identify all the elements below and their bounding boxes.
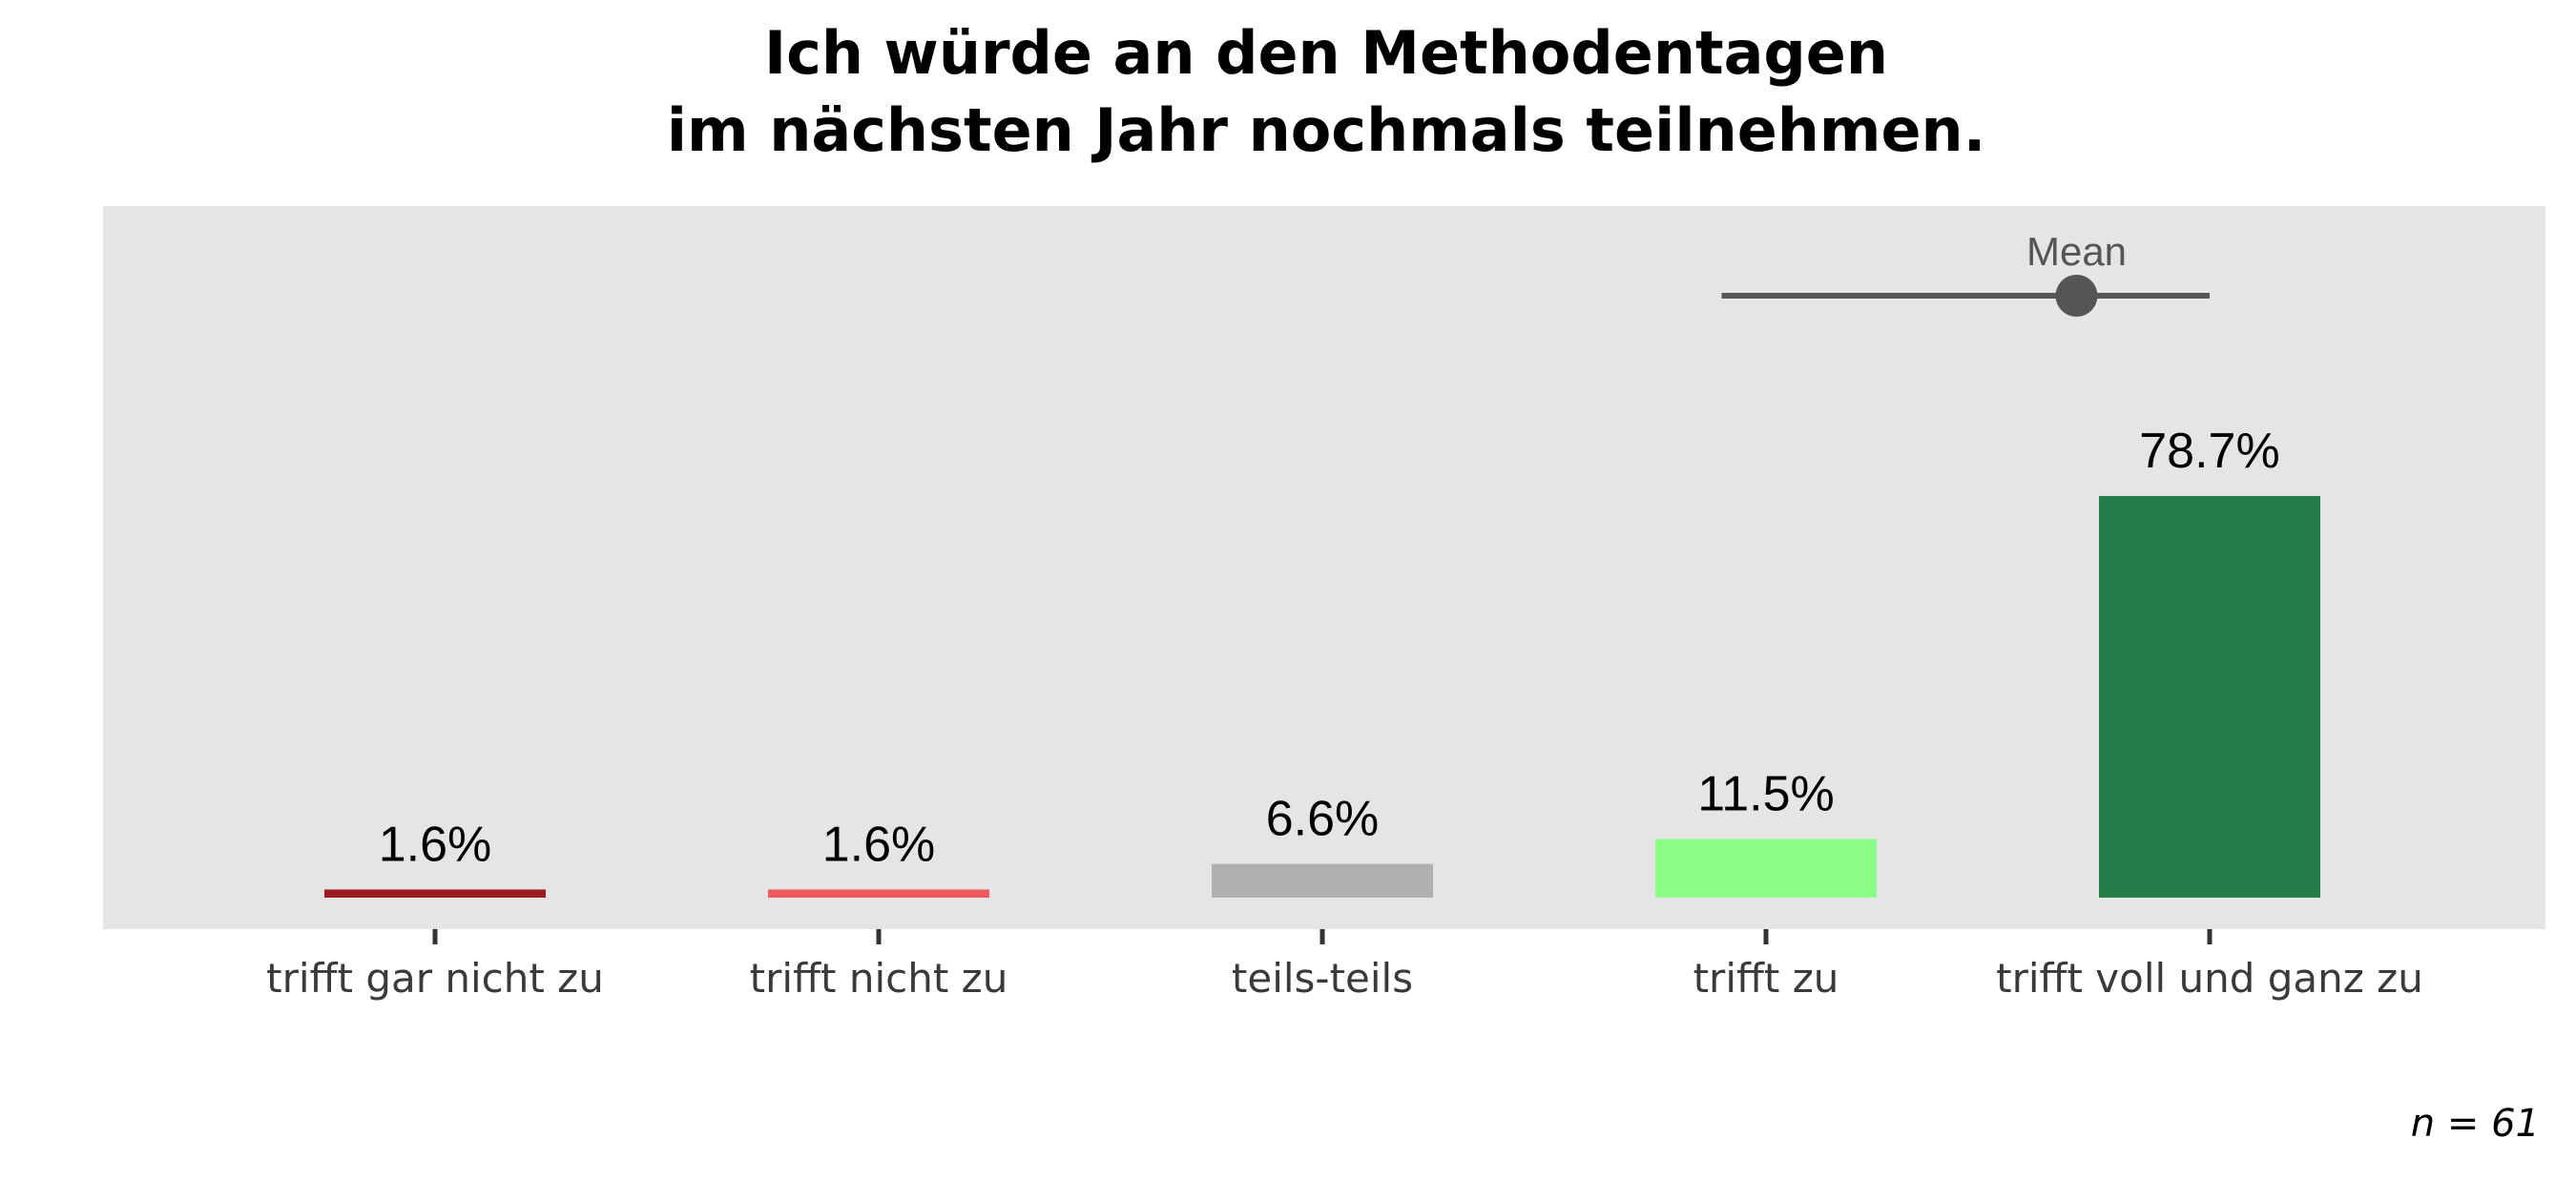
bar-0 <box>324 889 546 898</box>
bar-value-label-2: 6.6% <box>1266 792 1380 847</box>
mean-indicator: Mean <box>1721 229 2210 317</box>
mean-point <box>2055 275 2098 317</box>
bar-value-label-1: 1.6% <box>822 817 936 872</box>
mean-label: Mean <box>2026 229 2127 274</box>
bar-value-label-0: 1.6% <box>379 817 492 872</box>
x-axis-ticks: trifft gar nicht zu trifft nicht zu teils-… <box>266 929 2423 1002</box>
bar-value-label-3: 11.5% <box>1697 766 1835 821</box>
bar-2 <box>1212 863 1433 898</box>
bar-3 <box>1655 838 1877 898</box>
sample-size-label: n = 61 <box>2411 1102 2540 1146</box>
x-tick-label-0: trifft gar nicht zu <box>266 955 604 1002</box>
chart-title-line-2: im nächsten Jahr nochmals teilnehmen. <box>667 95 1986 165</box>
bar-4 <box>2099 495 2320 898</box>
chart-title-line-1: Ich würde an den Methodentagen <box>764 18 1888 88</box>
x-tick-label-2: teils-teils <box>1232 955 1413 1002</box>
bar-value-label-4: 78.7% <box>2139 424 2279 479</box>
x-tick-label-3: trifft zu <box>1693 955 1839 1002</box>
x-tick-label-1: trifft nicht zu <box>750 955 1008 1002</box>
bar-1 <box>768 889 989 898</box>
x-tick-label-4: trifft voll und ganz zu <box>1996 955 2423 1002</box>
bars-group: 1.6% 1.6% 6.6% 11.5% 78.7% <box>324 424 2320 898</box>
